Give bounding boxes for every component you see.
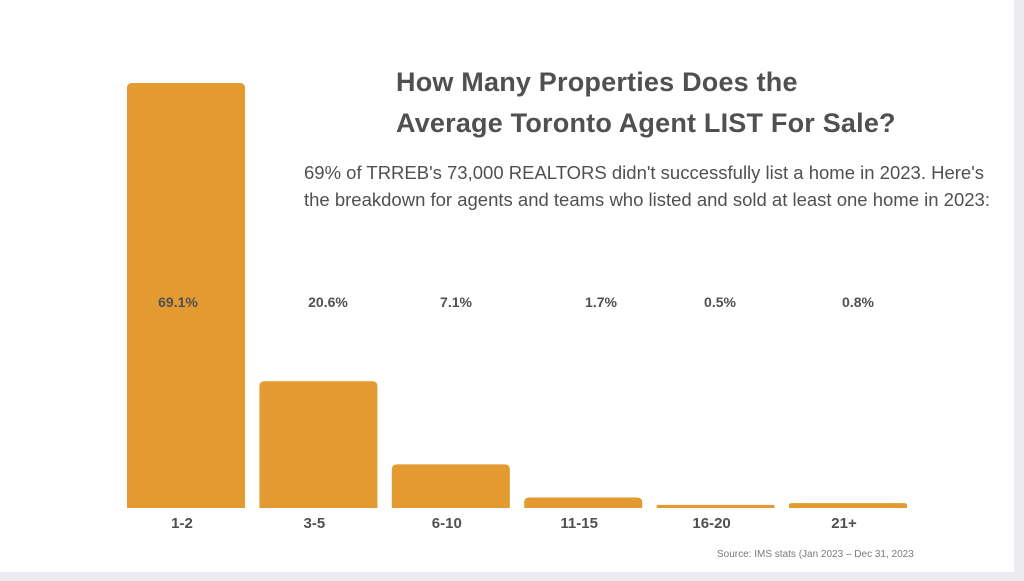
data-label-11-15: 1.7%: [585, 294, 617, 310]
bar-1-2: [127, 83, 245, 508]
bar-chart: 69.1% 1-2 20.6% 3-5 7.1% 6-10 1.7% 11-15 0.5% 16-…: [127, 83, 907, 532]
bar-21+: [789, 503, 907, 508]
tick-label-11-15: 11-15: [560, 515, 598, 532]
tick-label-6-10: 6-10: [432, 515, 462, 532]
chart-subtitle: 69% of TRREB's 73,000 REALTORS didn't su…: [304, 162, 990, 210]
chart-card: How Many Properties Does the Average Tor…: [0, 0, 1014, 572]
bar-3-5: [259, 381, 378, 508]
source-note: Source: IMS stats (Jan 2023 – Dec 31, 20…: [717, 549, 914, 560]
tick-label-3-5: 3-5: [304, 515, 326, 532]
chart-title-line-1: How Many Properties Does the: [396, 67, 798, 97]
bar-6-10: [391, 464, 510, 508]
data-label-16-20: 0.5%: [704, 294, 736, 310]
data-label-21+: 0.8%: [842, 294, 874, 310]
bar-16-20: [656, 504, 775, 508]
tick-label-16-20: 16-20: [692, 515, 730, 532]
tick-label-21+: 21+: [831, 515, 857, 532]
chart-title-line-2: Average Toronto Agent LIST For Sale?: [396, 108, 896, 138]
data-label-3-5: 20.6%: [308, 294, 348, 310]
data-label-1-2: 69.1%: [158, 294, 198, 310]
chart-title: How Many Properties Does the Average Tor…: [396, 62, 996, 144]
bar-11-15: [524, 497, 643, 508]
data-label-6-10: 7.1%: [440, 294, 472, 310]
tick-label-1-2: 1-2: [171, 515, 193, 532]
